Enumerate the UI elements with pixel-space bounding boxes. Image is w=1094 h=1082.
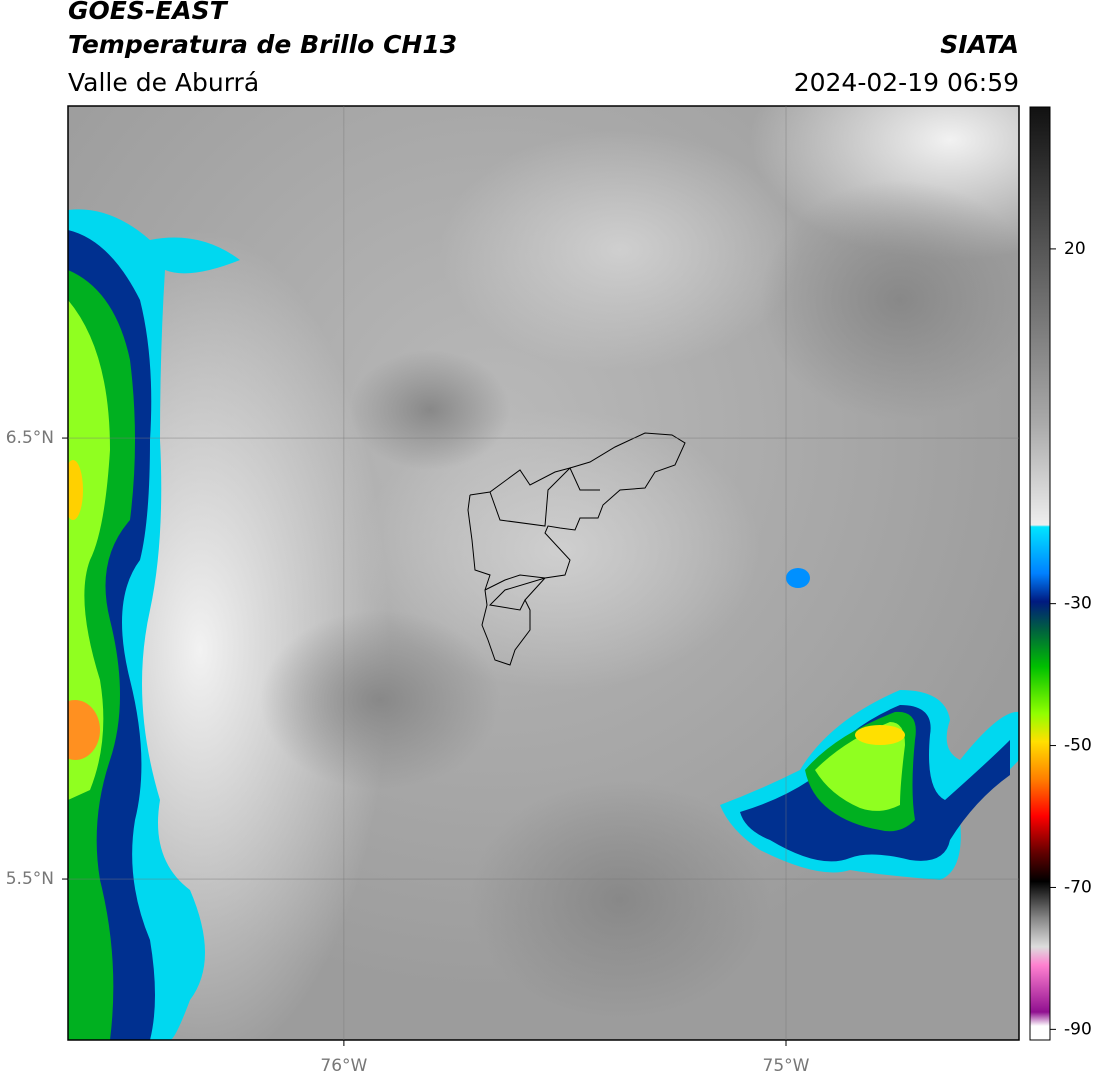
y-tick-label: 6.5°N bbox=[6, 428, 54, 448]
source: SIATA bbox=[940, 30, 1019, 59]
timestamp: 2024-02-19 06:59 bbox=[794, 68, 1019, 97]
map-frame bbox=[67, 105, 1020, 1041]
title: GOES-EAST bbox=[68, 0, 229, 25]
colorbar-tick-label: -90 bbox=[1064, 1019, 1092, 1039]
y-tick-label: 5.5°N bbox=[6, 869, 54, 889]
subtitle: Temperatura de Brillo CH13 bbox=[68, 30, 457, 59]
region: Valle de Aburrá bbox=[68, 68, 259, 97]
x-tick-label: 76°W bbox=[320, 1056, 367, 1076]
satellite-image bbox=[68, 106, 1019, 1040]
colorbar-tick-label: 20 bbox=[1064, 239, 1086, 259]
colorbar-tick-label: -70 bbox=[1064, 877, 1092, 897]
colorbar-tick-label: -30 bbox=[1064, 594, 1092, 614]
colorbar bbox=[1029, 106, 1051, 1041]
colorbar-tick-label: -50 bbox=[1064, 736, 1092, 756]
x-tick-label: 75°W bbox=[763, 1056, 810, 1076]
